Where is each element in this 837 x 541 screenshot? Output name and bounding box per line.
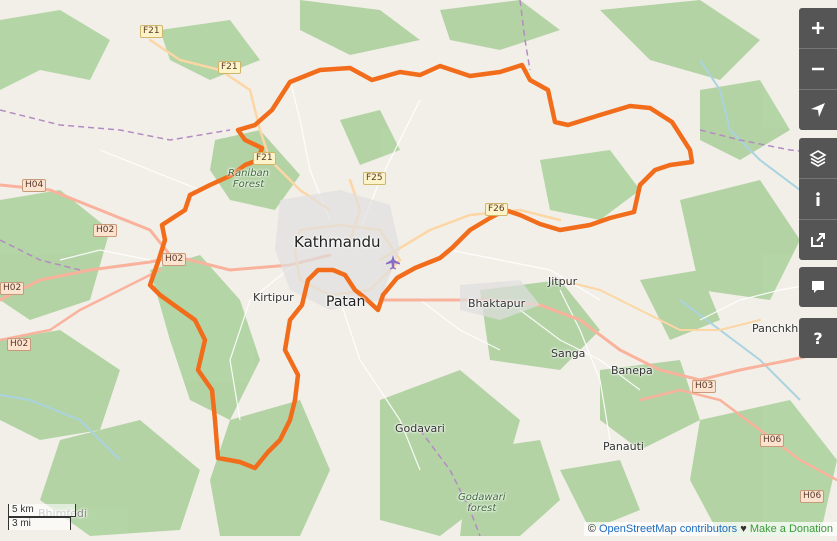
road-shield-f21: F21 — [218, 61, 241, 74]
road-shield-h06: H06 — [800, 490, 825, 503]
donate-link[interactable]: Make a Donation — [749, 523, 833, 535]
road-shield-h06: H06 — [760, 434, 785, 447]
place-panauti: Panauti — [603, 440, 644, 453]
airport-icon — [386, 255, 400, 270]
urban-areas — [275, 190, 540, 320]
place-banepa: Banepa — [611, 364, 653, 377]
layers-icon — [809, 150, 827, 167]
attribution: © OpenStreetMap contributors ♥ Make a Do… — [583, 522, 837, 536]
road-shield-h02: H02 — [7, 338, 32, 351]
road-shield-h02: H02 — [93, 224, 118, 237]
place-jitpur: Jitpur — [548, 275, 578, 288]
scale-mi: 3 mi — [8, 517, 71, 530]
road-shield-h02: H02 — [0, 282, 25, 295]
place-kirtipur: Kirtipur — [253, 291, 294, 304]
road-shield-f21: F21 — [140, 25, 163, 38]
road-shield-f21: F21 — [253, 152, 276, 165]
question-icon: ? — [813, 329, 822, 347]
info-button[interactable] — [799, 179, 837, 220]
place-panchkhal: Panchkhal — [752, 322, 809, 335]
road-shield-f25: F25 — [363, 172, 386, 185]
place-kathmandu: Kathmandu — [294, 233, 381, 251]
plus-icon — [812, 22, 824, 34]
speech-bubble-icon — [812, 281, 824, 293]
svg-text:?: ? — [813, 329, 822, 347]
zoom-controls — [799, 8, 837, 130]
share-icon — [811, 233, 825, 247]
copyright-symbol: © — [587, 523, 596, 535]
road-shield-h04: H04 — [22, 179, 47, 192]
share-button[interactable] — [799, 220, 837, 260]
note-control — [799, 267, 837, 307]
help-control: ? — [799, 318, 837, 358]
place-patan: Patan — [326, 294, 366, 310]
zoom-in-button[interactable] — [799, 8, 837, 49]
locate-button[interactable] — [799, 90, 837, 130]
forest-raniban: Raniban Forest — [228, 168, 270, 190]
district-boundary-outline — [147, 62, 695, 471]
zoom-out-button[interactable] — [799, 49, 837, 90]
location-arrow-icon — [811, 103, 825, 117]
place-bhaktapur: Bhaktapur — [468, 297, 526, 310]
scale-bar: 5 km 3 mi — [8, 504, 76, 530]
help-button[interactable]: ? — [799, 318, 837, 358]
info-icon — [816, 192, 820, 206]
osm-contributors-link[interactable]: OpenStreetMap contributors — [598, 523, 738, 535]
place-godavari: Godavari — [395, 422, 445, 435]
place-sanga: Sanga — [551, 347, 586, 360]
scale-km: 5 km — [8, 504, 76, 517]
add-note-button[interactable] — [799, 267, 837, 307]
road-shield-f26: F26 — [485, 203, 508, 216]
minus-icon — [812, 67, 824, 71]
forest-godawari: Godawari forest — [458, 492, 506, 514]
map-tools — [799, 138, 837, 260]
layers-button[interactable] — [799, 138, 837, 179]
heart-icon: ♥ — [740, 523, 747, 535]
road-shield-h02: H02 — [162, 253, 187, 266]
road-shield-h03: H03 — [692, 380, 717, 393]
